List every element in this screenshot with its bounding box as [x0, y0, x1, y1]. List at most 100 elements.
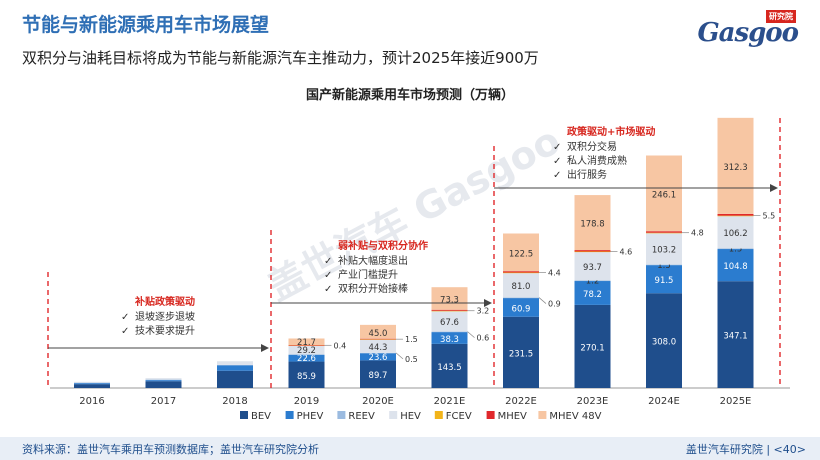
legend-label-fcev: FCEV [446, 411, 472, 422]
bar-reev-2019 [288, 354, 325, 355]
leader-2022e-2 [538, 297, 547, 304]
bar-mhev-2021e [431, 309, 468, 311]
side-label-2020e-1: 1.5 [405, 335, 418, 344]
bar-hev-2020e [360, 339, 396, 353]
data-label-mhev-48v-2025e: 312.3 [723, 163, 747, 173]
bar-mhev-2025e [717, 213, 754, 216]
side-label-2021e-2: 0.6 [477, 334, 490, 343]
side-label-2022e-2: 0.9 [548, 300, 561, 309]
side-label-2023e-1: 4.6 [620, 248, 633, 257]
x-tick-2020e: 2020E [362, 396, 394, 407]
bar-phev-2018 [217, 365, 253, 371]
phase-item-2-2: 产业门槛提升 [338, 268, 398, 281]
side-label-2022e-1: 4.4 [548, 269, 561, 278]
phase-item-3-1: 双积分交易 [567, 140, 617, 153]
footer-page-number: 盖世汽车研究院 | <40> [685, 443, 806, 456]
data-label-hev-2025e: 106.2 [723, 229, 747, 239]
bar-reev-2021e [431, 331, 468, 333]
bar-mhev-2022e [503, 271, 539, 273]
leader-2020e-2 [395, 352, 404, 360]
bar-mhev-48v-2024e [646, 155, 682, 232]
data-label-mhev-48v-2022e: 122.5 [509, 249, 533, 259]
bar-phev-2023e [574, 280, 611, 305]
legend-label-hev: HEV [400, 411, 421, 422]
data-label-reev-2024e: 1.5 [657, 261, 671, 271]
chart-title: 国产新能源乘用车市场预测（万辆） [305, 88, 514, 103]
bar-fcev-2024e [646, 232, 682, 234]
phase-title-1: 补贴政策驱动 [134, 295, 195, 308]
data-label-bev-2021e: 143.5 [437, 363, 461, 373]
bar-fcev-2022e [503, 272, 539, 274]
bar-hev-2017 [145, 378, 182, 380]
data-label-phev-2022e: 60.9 [512, 304, 531, 314]
bar-reev-2017 [145, 379, 182, 381]
x-tick-2023e: 2023E [577, 396, 609, 407]
phase-arrow-head-3 [770, 184, 778, 192]
bar-fcev-2023e [574, 251, 611, 253]
data-label-hev-2019: 29.2 [297, 346, 316, 356]
bar-hev-2021e [431, 310, 468, 332]
bar-phev-2019 [288, 354, 325, 362]
phase-item-3-2: 私人消费成熟 [567, 154, 627, 167]
bar-mhev-48v-2022e [503, 233, 539, 272]
phase-check-3-1: ✓ [553, 142, 561, 153]
bar-fcev-2020e [360, 339, 396, 340]
x-tick-2019: 2019 [294, 396, 319, 407]
bar-bev-2020e [360, 360, 396, 388]
data-label-phev-2024e: 91.5 [655, 276, 674, 286]
side-label-2020e-2: 0.5 [405, 355, 418, 364]
x-tick-2024e: 2024E [648, 396, 680, 407]
bar-hev-2016 [74, 381, 110, 383]
data-label-phev-2019: 22.6 [297, 354, 316, 364]
bar-bev-2022e [503, 316, 539, 388]
bar-reev-2016 [74, 382, 110, 384]
data-label-phev-2020e: 23.6 [369, 353, 388, 363]
bar-bev-2025e [717, 281, 754, 388]
phase-check-1-2: ✓ [121, 326, 129, 337]
phase-check-2-3: ✓ [324, 284, 332, 295]
bar-reev-2020e [360, 352, 396, 354]
side-label-2019-1: 0.4 [334, 341, 347, 350]
bar-reev-2018 [217, 364, 253, 366]
legend-label-phev: PHEV [297, 411, 324, 422]
data-label-mhev-48v-2020e: 45.0 [369, 329, 388, 339]
legend-swatch-fcev [434, 411, 443, 419]
data-label-phev-2023e: 78.2 [583, 290, 602, 300]
bar-mhev-48v-2021e [431, 287, 468, 310]
legend-label-mhev-48v: MHEV 48V [549, 411, 601, 422]
bar-fcev-2025e [717, 215, 754, 217]
slide-subtitle: 双积分与油耗目标将成为节能与新能源汽车主推动力，预计2025年接近900万 [22, 49, 539, 67]
data-label-phev-2021e: 38.3 [440, 335, 459, 345]
footer: 资料来源：盖世汽车乘用车预测数据库；盖世汽车研究院分析 盖世汽车研究院 | <4… [0, 437, 820, 460]
bar-reev-2022e [503, 297, 539, 299]
phase-title-3: 政策驱动+市场驱动 [567, 125, 655, 138]
data-label-hev-2023e: 93.7 [583, 263, 602, 273]
bar-hev-2025e [717, 215, 754, 249]
x-tick-2018: 2018 [222, 396, 247, 407]
phase-item-1-2: 技术要求提升 [135, 324, 195, 337]
x-tick-2025e: 2025E [720, 396, 752, 407]
legend-swatch-hev [389, 411, 398, 419]
bar-bev-2016 [74, 384, 110, 388]
x-tick-2017: 2017 [151, 396, 176, 407]
data-label-bev-2020e: 89.7 [369, 371, 388, 381]
data-label-hev-2020e: 44.3 [369, 343, 388, 353]
bar-bev-2024e [646, 293, 682, 388]
bar-mhev-2019 [288, 345, 325, 346]
data-label-bev-2022e: 231.5 [509, 349, 533, 359]
data-label-reev-2025e: 1.5 [729, 245, 743, 255]
footer-source: 资料来源：盖世汽车乘用车预测数据库；盖世汽车研究院分析 [22, 443, 319, 456]
side-label-2024e-1: 4.8 [691, 229, 704, 238]
data-label-hev-2022e: 81.0 [512, 282, 531, 292]
phase-item-3-3: 出行服务 [567, 168, 607, 181]
bar-phev-2020e [360, 353, 396, 361]
data-label-reev-2023e: 1.2 [586, 277, 600, 287]
bar-phev-2022e [503, 298, 539, 317]
bar-reev-2025e [717, 248, 754, 250]
x-tick-2016: 2016 [79, 396, 104, 407]
bar-mhev-48v-2025e [717, 117, 754, 214]
bar-bev-2018 [217, 370, 253, 388]
data-label-phev-2025e: 104.8 [723, 262, 747, 272]
phase-check-3-3: ✓ [553, 170, 561, 181]
